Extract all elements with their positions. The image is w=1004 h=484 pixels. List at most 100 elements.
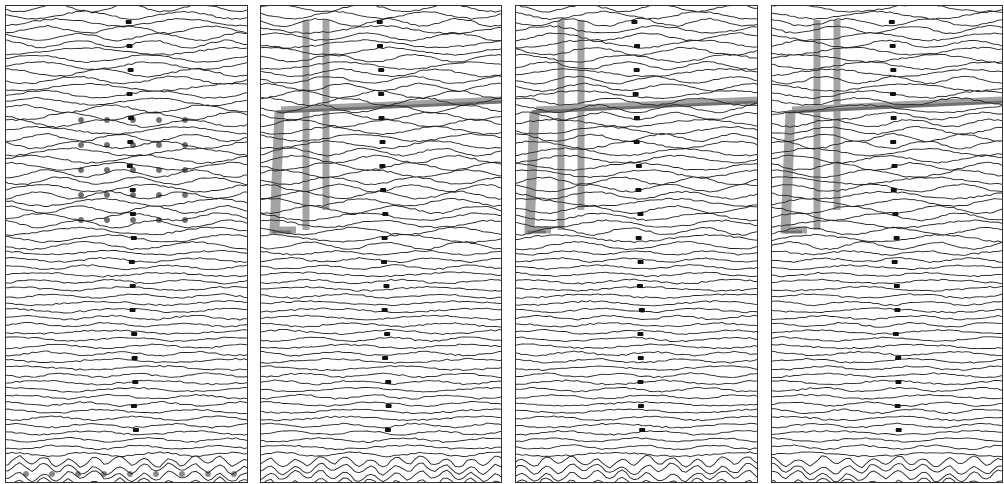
dot xyxy=(894,236,900,240)
spot xyxy=(156,117,162,123)
dot xyxy=(890,44,896,48)
dot xyxy=(382,308,388,312)
dot xyxy=(638,404,644,408)
panel-frame xyxy=(516,6,758,483)
dot xyxy=(895,404,901,408)
dot xyxy=(637,284,643,288)
dot xyxy=(634,116,640,120)
spot xyxy=(156,217,162,223)
spot xyxy=(78,192,84,198)
spot xyxy=(182,217,188,223)
dot xyxy=(639,308,645,312)
dot xyxy=(133,428,139,432)
dot xyxy=(382,212,388,216)
dot xyxy=(890,140,896,144)
spot xyxy=(179,471,185,477)
dot xyxy=(131,332,137,336)
dot xyxy=(890,68,896,72)
dot xyxy=(379,116,385,120)
dot xyxy=(381,260,387,264)
dot xyxy=(892,260,898,264)
dot xyxy=(127,92,133,96)
dot xyxy=(894,284,900,288)
spot xyxy=(182,142,188,148)
dot xyxy=(634,140,640,144)
dot xyxy=(891,164,897,168)
spot xyxy=(205,471,211,477)
dot xyxy=(130,284,136,288)
dot xyxy=(891,116,897,120)
spot xyxy=(104,192,110,198)
dot xyxy=(637,380,643,384)
dot xyxy=(131,236,137,240)
dot xyxy=(635,188,641,192)
dot xyxy=(639,428,645,432)
spot xyxy=(78,217,84,223)
spot xyxy=(78,142,84,148)
spot xyxy=(104,142,110,148)
dot xyxy=(637,332,643,336)
page: (() => { const data = JSON.parse(documen… xyxy=(0,0,1004,484)
dot xyxy=(129,260,135,264)
spot xyxy=(182,192,188,198)
dot xyxy=(126,20,132,24)
spot xyxy=(182,167,188,173)
dot xyxy=(385,428,391,432)
spot xyxy=(130,167,136,173)
dot xyxy=(634,44,640,48)
dot xyxy=(128,68,134,72)
dot xyxy=(636,236,642,240)
dot xyxy=(378,92,384,96)
dot xyxy=(889,20,895,24)
dot xyxy=(383,284,389,288)
spot xyxy=(78,117,84,123)
dot xyxy=(131,404,137,408)
dot xyxy=(891,188,897,192)
dot xyxy=(890,92,896,96)
dot xyxy=(377,44,383,48)
dot xyxy=(130,212,136,216)
dot xyxy=(638,260,644,264)
spot xyxy=(130,217,136,223)
spot xyxy=(130,192,136,198)
dot xyxy=(127,44,133,48)
contour-figure xyxy=(0,0,1004,484)
spot xyxy=(156,192,162,198)
dot xyxy=(636,164,642,168)
spot xyxy=(104,167,110,173)
spot xyxy=(101,471,107,477)
dot xyxy=(892,212,898,216)
dot xyxy=(384,332,390,336)
spot xyxy=(156,167,162,173)
dot xyxy=(385,380,391,384)
spot xyxy=(153,471,159,477)
dot xyxy=(895,356,901,360)
spot xyxy=(104,217,110,223)
dot xyxy=(380,188,386,192)
dot xyxy=(130,308,136,312)
spot xyxy=(130,142,136,148)
dot xyxy=(378,68,384,72)
spot xyxy=(156,142,162,148)
dot xyxy=(132,380,138,384)
dot xyxy=(379,164,385,168)
dot xyxy=(382,356,388,360)
dot xyxy=(382,236,388,240)
spot xyxy=(130,117,136,123)
dot xyxy=(132,356,138,360)
dot xyxy=(386,404,392,408)
spot xyxy=(23,471,29,477)
spot xyxy=(104,117,110,123)
spot xyxy=(127,471,133,477)
dot xyxy=(633,92,639,96)
dot xyxy=(130,188,136,192)
dot xyxy=(894,308,900,312)
dot xyxy=(380,140,386,144)
spot xyxy=(231,471,237,477)
dot xyxy=(895,380,901,384)
dot xyxy=(638,356,644,360)
dot xyxy=(893,332,899,336)
dot xyxy=(377,20,383,24)
spot xyxy=(75,471,81,477)
dot xyxy=(896,428,902,432)
